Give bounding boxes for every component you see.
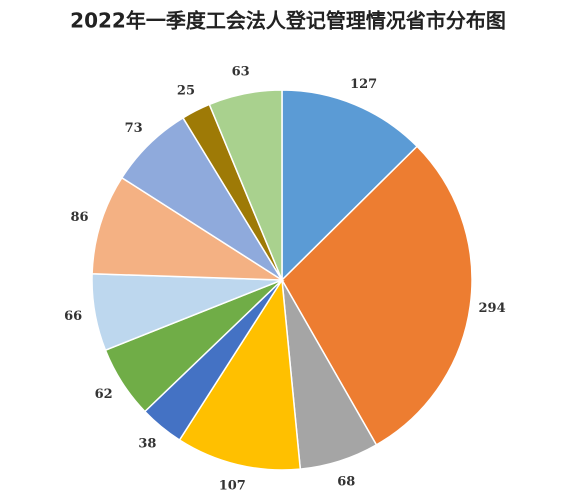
pie-slice <box>281 89 419 282</box>
pie-slice <box>178 277 302 471</box>
pie-slice <box>281 145 473 446</box>
chart-title: 2022年一季度工会法人登记管理情况省市分布图 <box>70 9 506 33</box>
data-label: 68 <box>337 475 355 490</box>
data-label: 73 <box>125 121 143 136</box>
data-label: 66 <box>64 309 82 324</box>
data-label: 294 <box>478 301 505 316</box>
data-label: 62 <box>95 387 113 402</box>
pie-slice <box>91 176 285 281</box>
data-label: 25 <box>177 84 195 99</box>
data-label: 127 <box>350 77 377 92</box>
data-label: 63 <box>232 65 250 80</box>
pie-slice <box>208 89 283 281</box>
data-label: 107 <box>219 479 246 494</box>
data-label: 86 <box>70 210 88 225</box>
data-label: 38 <box>138 436 156 451</box>
